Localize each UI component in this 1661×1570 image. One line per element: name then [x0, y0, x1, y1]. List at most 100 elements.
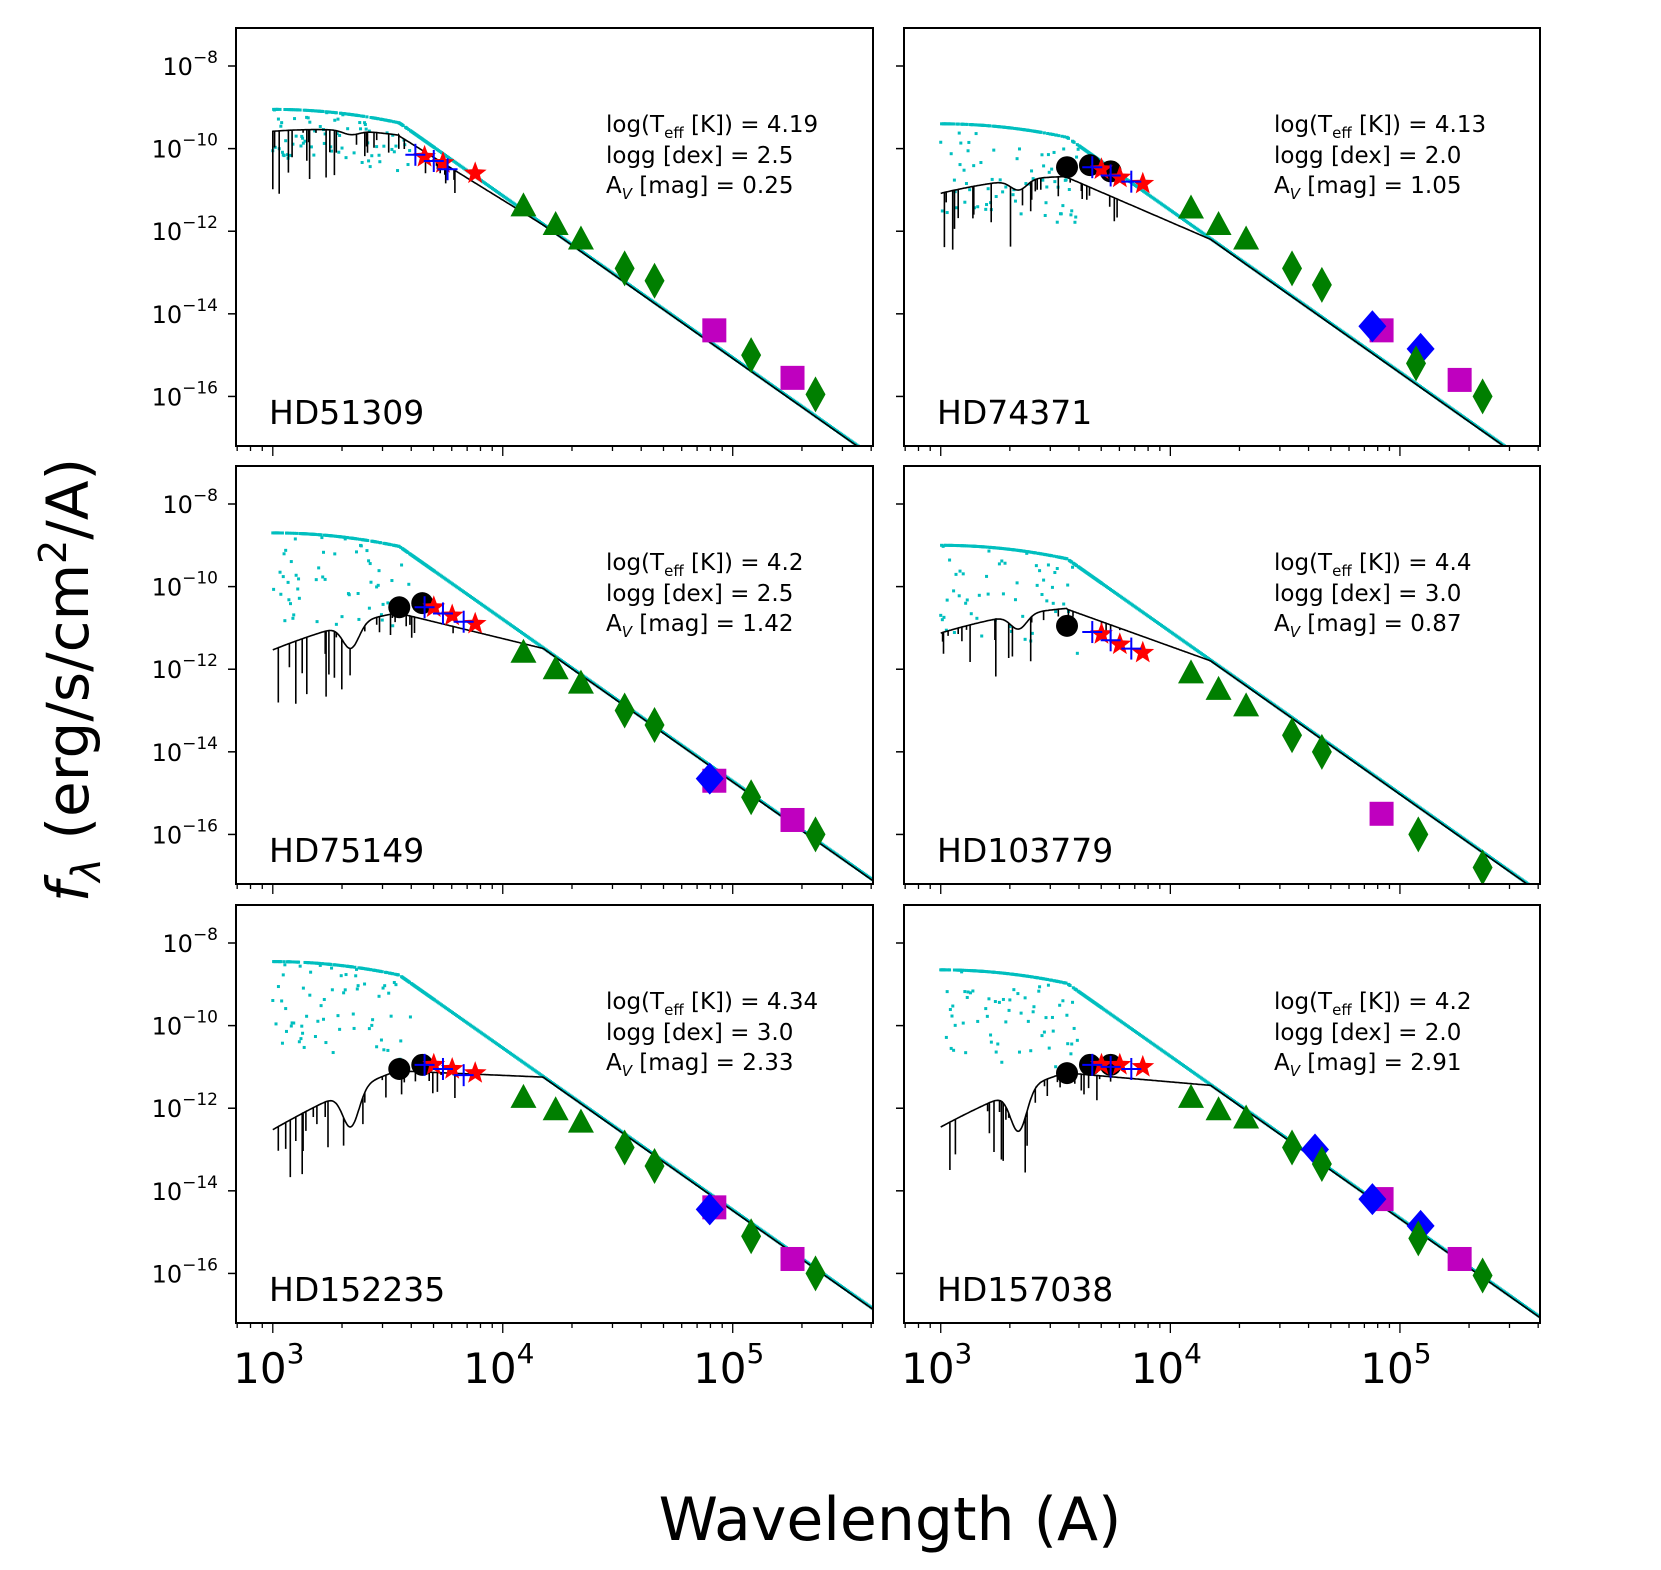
model-unreddened-point: [1014, 127, 1018, 131]
svg-text:fλ (erg/s/cm2/A): fλ (erg/s/cm2/A): [31, 458, 110, 902]
model-unreddened-point: [324, 1041, 328, 1045]
model-reddened-line: [272, 128, 859, 446]
model-unreddened-point: [994, 195, 998, 199]
model-unreddened-point: [1023, 637, 1027, 641]
model-unreddened-point: [1015, 581, 1019, 585]
optical-plus-marker: [1082, 1053, 1103, 1076]
model-unreddened-point: [1061, 999, 1065, 1003]
model-unreddened-point: [947, 543, 951, 547]
model-unreddened-point: [953, 1023, 957, 1027]
model-unreddened-point: [1052, 150, 1056, 154]
uv-circle-marker: [388, 1057, 411, 1080]
model-unreddened-point: [1031, 1010, 1035, 1014]
model-unreddened-point: [319, 1004, 323, 1008]
nir-triangle-marker: [567, 225, 594, 250]
optical-star-marker: [463, 161, 487, 184]
model-unreddened-point: [985, 970, 989, 974]
model-unreddened-point: [353, 965, 357, 969]
model-unreddened-point: [1528, 462, 1531, 465]
plot-area: [939, 543, 1542, 894]
model-unreddened-point: [940, 122, 944, 126]
model-unreddened-point: [407, 128, 411, 132]
model-unreddened-point: [377, 994, 381, 998]
model-unreddened-point: [1073, 220, 1077, 224]
model-unreddened-point: [396, 973, 400, 977]
model-unreddened-point: [281, 575, 285, 579]
model-unreddened-point: [1067, 188, 1071, 192]
model-unreddened-point: [977, 545, 981, 549]
model-unreddened-point: [386, 1048, 390, 1052]
model-unreddened-point: [970, 969, 974, 973]
model-unreddened-point: [364, 538, 368, 542]
model-unreddened-point: [367, 159, 371, 163]
model-unreddened-point: [294, 573, 298, 577]
model-unreddened-point: [1009, 629, 1013, 633]
model-unreddened-point: [1003, 561, 1007, 565]
model-unreddened-point: [333, 118, 337, 122]
model-unreddened-point: [968, 969, 972, 973]
annotation-teff: log(Teff [K]) = 4.2: [1274, 989, 1471, 1019]
model-unreddened-point: [1074, 215, 1078, 219]
model-unreddened-point: [375, 145, 379, 149]
model-unreddened-point: [865, 450, 868, 453]
model-unreddened-point: [1539, 891, 1542, 894]
annotation-teff: log(Teff [K]) = 4.19: [606, 112, 818, 142]
model-unreddened-point: [1059, 980, 1063, 984]
model-unreddened-point: [984, 545, 988, 549]
model-unreddened-point: [1012, 988, 1016, 992]
model-unreddened-point: [335, 963, 339, 967]
model-unreddened-point: [989, 1033, 993, 1037]
model-unreddened-point: [1057, 134, 1061, 138]
uv-circle-marker: [411, 592, 434, 615]
model-unreddened-point: [389, 543, 393, 547]
wise-diamond-marker: [644, 262, 665, 299]
model-unreddened-point: [1051, 1029, 1055, 1033]
model-unreddened-point: [983, 123, 987, 127]
model-unreddened-point: [381, 986, 385, 990]
blue-diamond-marker: [1358, 310, 1387, 343]
model-unreddened-point: [972, 164, 976, 168]
model-unreddened-point: [297, 596, 301, 600]
x-tick-label: 104: [463, 1337, 534, 1393]
model-unreddened-point: [985, 574, 989, 578]
model-unreddened-point: [1008, 624, 1012, 628]
uv-circle-marker: [388, 596, 411, 619]
optical-plus-marker: [1100, 629, 1121, 652]
model-unreddened-point: [1020, 549, 1024, 553]
model-unreddened-point: [1018, 973, 1022, 977]
model-unreddened-point: [408, 1015, 412, 1019]
model-unreddened-point: [336, 117, 340, 121]
model-unreddened-point: [1047, 1046, 1051, 1050]
model-unreddened-point: [1026, 974, 1030, 978]
model-unreddened-point: [357, 617, 361, 621]
model-unreddened-point: [1004, 185, 1008, 189]
optical-star-marker: [1090, 1052, 1113, 1075]
model-unreddened-point: [304, 961, 308, 965]
model-unreddened-point: [996, 1042, 1000, 1046]
model-unreddened-point: [332, 534, 336, 538]
model-unreddened-point: [306, 116, 310, 120]
optical-star-marker: [1131, 1054, 1155, 1077]
optical-star-marker: [440, 1057, 464, 1079]
model-unreddened-point: [301, 986, 305, 990]
model-unreddened-point: [342, 964, 346, 968]
wise-diamond-marker: [1282, 717, 1303, 754]
model-unreddened-point: [1535, 467, 1538, 470]
y-tick-label: 10−14: [152, 1173, 218, 1206]
model-unreddened-point: [317, 961, 321, 965]
model-unreddened-point: [1054, 1065, 1058, 1069]
model-unreddened-point: [407, 582, 411, 586]
annotation-av: AV [mag] = 2.33: [606, 1050, 793, 1080]
model-unreddened-point: [868, 452, 871, 455]
wise-diamond-marker: [644, 1148, 665, 1185]
model-unreddened-point: [282, 960, 286, 964]
wise-diamond-marker: [805, 1255, 826, 1292]
model-unreddened-point: [1050, 585, 1054, 589]
model-unreddened-point: [1054, 133, 1058, 137]
model-unreddened-point: [283, 963, 287, 967]
model-unreddened-point: [957, 594, 961, 598]
model-unreddened-point: [1057, 980, 1061, 984]
nir-triangle-marker: [1178, 1083, 1205, 1108]
y-tick-label: 10−8: [162, 486, 218, 519]
